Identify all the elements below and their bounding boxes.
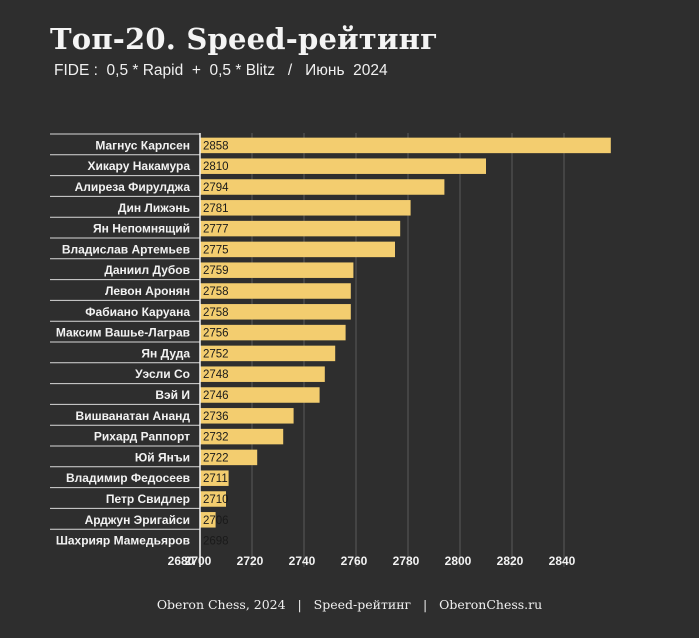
data-label: 2710 — [203, 494, 229, 506]
x-tick-label: 2760 — [341, 554, 368, 568]
data-label: 2777 — [203, 224, 229, 236]
category-label: Максим Вашье-Лаграв — [56, 326, 190, 340]
data-label: 2732 — [203, 432, 229, 444]
chart-subtitle: FIDE : 0,5 * Rapid + 0,5 * Blitz / Июнь … — [54, 62, 388, 79]
category-label: Владислав Артемьев — [62, 242, 190, 256]
bar — [200, 220, 401, 237]
category-label: Владимир Федосеев — [66, 471, 190, 485]
data-label: 2698 — [203, 536, 229, 548]
x-tick-label: 2840 — [549, 554, 576, 568]
category-label: Юй Янъи — [135, 450, 190, 464]
bar — [200, 428, 284, 445]
data-label: 2736 — [203, 411, 229, 423]
data-label: 2711 — [203, 473, 228, 485]
bar — [200, 366, 325, 382]
data-label: 2810 — [203, 161, 229, 173]
data-label: 2756 — [203, 328, 229, 340]
category-label: Уэсли Со — [135, 367, 190, 381]
category-label: Дин Лижэнь — [118, 201, 190, 215]
bar — [200, 470, 229, 486]
bar — [200, 387, 320, 403]
bars — [200, 137, 611, 528]
data-label: 2758 — [203, 286, 229, 298]
data-label: 2759 — [203, 265, 229, 277]
data-label: 2781 — [203, 203, 229, 215]
x-tick-label: 2740 — [289, 554, 316, 568]
category-label: Рихард Раппорт — [94, 430, 190, 444]
bar — [200, 512, 216, 528]
category-label: Левон Аронян — [105, 284, 190, 298]
category-label: Петр Свидлер — [106, 492, 190, 506]
bar — [200, 179, 445, 195]
data-label: 2706 — [203, 515, 229, 527]
bar — [200, 324, 346, 341]
bar — [200, 200, 411, 216]
chart-title: Топ-20. Speed-рейтинг — [50, 22, 439, 56]
category-label: Фабиано Каруана — [85, 305, 190, 319]
category-label: Магнус Карлсен — [95, 138, 190, 152]
bar-chart: Магнус Карлсен Хикару Накамура Алиреза Фир… — [50, 133, 611, 568]
category-labels: Магнус Карлсен Хикару Накамура Алиреза Фир… — [56, 138, 191, 547]
footer-credits: Oberon Chess, 2024 | Speed-рейтинг | Obe… — [156, 597, 543, 612]
data-label: 2858 — [203, 140, 229, 152]
bar — [200, 158, 486, 174]
bar — [200, 408, 294, 424]
category-label: Даниил Дубов — [104, 263, 190, 277]
data-label: 2758 — [203, 307, 229, 319]
category-label: Ян Непомнящий — [93, 222, 190, 236]
bar — [200, 241, 395, 258]
value-labels: 2858 2810 2794 2781 2777 2775 2759 2758 2758 2756… — [203, 140, 229, 547]
x-tick-label: 2800 — [445, 554, 472, 568]
data-label: 2752 — [203, 348, 229, 360]
category-label: Вэй И — [155, 388, 190, 402]
category-label: Хикару Накамура — [88, 159, 191, 173]
x-tick-label: 2700 — [185, 554, 212, 568]
data-label: 2722 — [203, 452, 229, 464]
bar — [200, 283, 351, 299]
data-label: 2748 — [203, 369, 229, 381]
x-tick-label: 2680 — [168, 554, 195, 568]
data-label: 2746 — [203, 390, 229, 402]
category-label: Вишванатан Ананд — [76, 409, 191, 423]
x-tick-label: 2720 — [237, 554, 264, 568]
x-tick-label: 2780 — [393, 554, 420, 568]
bar — [200, 304, 351, 320]
bar — [200, 345, 336, 362]
bar — [200, 137, 611, 154]
category-label: Шахрияр Мамедьяров — [56, 534, 190, 548]
data-label: 2775 — [203, 244, 229, 256]
x-tick-label: 2820 — [497, 554, 524, 568]
bar — [200, 491, 226, 507]
data-label: 2794 — [203, 182, 229, 194]
category-label: Алиреза Фирулджа — [75, 180, 191, 194]
bar — [200, 449, 258, 466]
row-separators — [50, 133, 200, 530]
category-label: Арджун Эригайси — [85, 513, 190, 527]
bar — [200, 262, 354, 278]
category-label: Ян Дуда — [141, 346, 190, 360]
